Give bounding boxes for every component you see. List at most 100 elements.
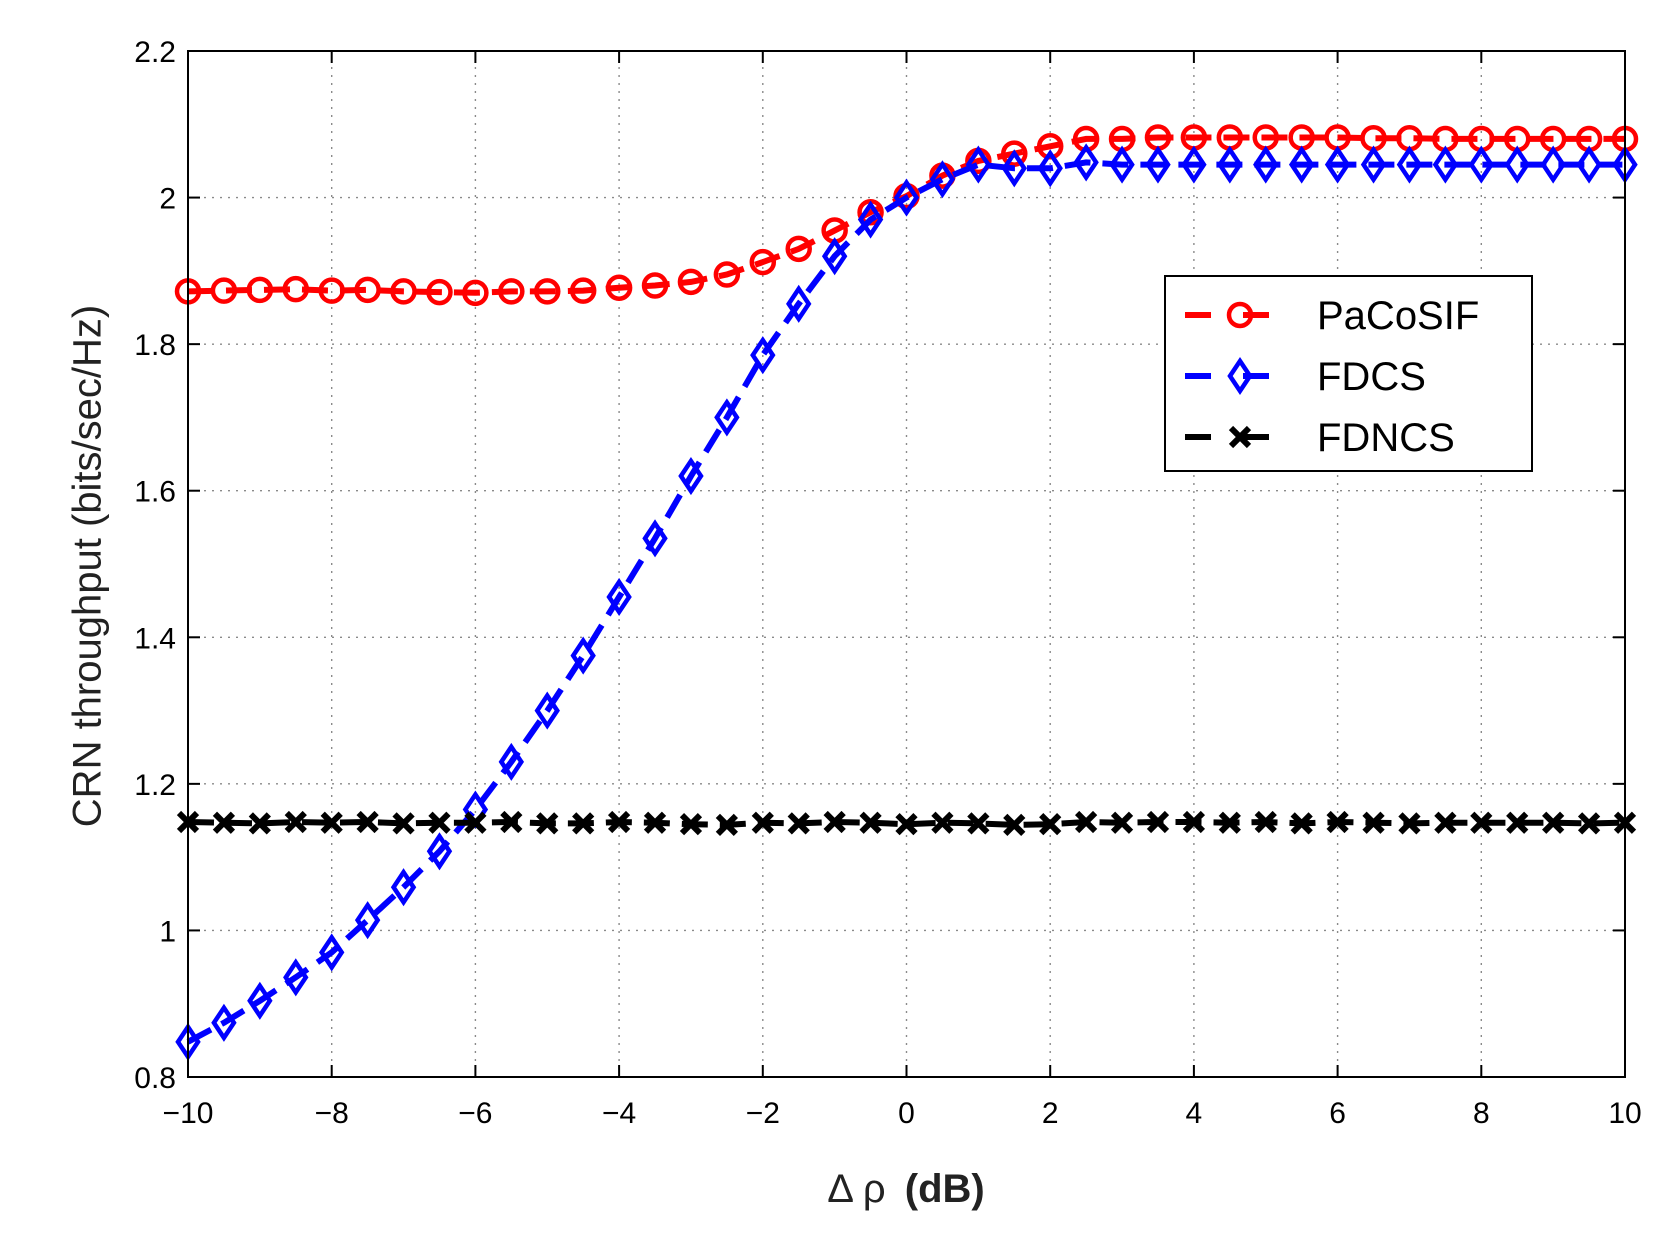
x-tick-label: 6 [1329,1097,1346,1130]
data-point-fdncs [536,812,559,835]
x-axis-symbol: Δ ρ [827,1167,885,1211]
data-point-fdncs [1110,811,1134,834]
data-point-fdcs [283,958,309,997]
data-point-fdcs [642,519,668,558]
legend-marker-fdncs [1228,425,1252,449]
legend-marker-pacosif [1226,301,1254,329]
data-point-fdncs [248,812,271,835]
data-point-pacosif [210,277,238,304]
data-point-fdcs [426,832,453,871]
data-point-fdcs [1324,145,1351,184]
data-point-fdcs [354,901,381,940]
data-point-pacosif [569,277,597,304]
legend-entry-pacosif: PaCoSIF [1185,294,1479,338]
series-fdncs [176,810,1637,837]
data-point-fdncs [931,811,954,834]
data-point-fdncs [572,812,595,835]
data-point-pacosif [318,277,345,304]
data-point-fdcs [1253,145,1279,184]
data-point-fdcs [534,691,560,730]
y-tick-label: 1.8 [134,329,176,362]
data-point-fdcs [318,933,345,972]
data-point-fdcs [1432,145,1459,184]
y-axis-label: CRN throughput (bits/sec/Hz) [66,305,110,827]
legend: PaCoSIF FDCS FDNCS [1164,275,1533,472]
data-point-fdncs [356,810,379,834]
data-point-fdncs [1434,811,1457,834]
data-point-pacosif [641,272,669,299]
legend-marker-fdcs [1227,356,1253,396]
data-point-fdcs [714,398,740,437]
data-point-fdcs [247,981,273,1020]
data-point-fdcs [1145,145,1171,184]
data-point-fdncs [823,810,846,834]
data-point-fdncs [967,812,990,835]
data-point-fdcs [211,1003,237,1042]
data-point-fdcs [606,577,632,617]
data-point-fdncs [464,811,487,834]
data-point-fdcs [570,636,596,675]
data-point-pacosif [282,275,310,303]
legend-label-fdncs: FDNCS [1317,416,1455,460]
y-tick-label: 1.4 [134,622,176,655]
data-point-fdncs [643,811,667,834]
legend-entry-fdncs: FDNCS [1185,416,1455,460]
y-tick-label: 1 [159,915,176,948]
data-point-pacosif [785,235,812,263]
data-point-fdncs [1506,811,1529,834]
data-point-fdncs [212,811,236,834]
data-point-fdncs [320,811,343,834]
data-point-fdncs [1182,810,1206,834]
data-point-fdncs [1146,810,1170,834]
data-point-fdncs [715,813,738,837]
data-point-fdncs [1218,811,1241,834]
data-point-pacosif [354,276,381,304]
data-point-fdncs [679,813,703,836]
x-tick-label: 2 [1042,1097,1059,1130]
data-point-fdncs [1398,812,1421,835]
data-point-fdcs [821,237,848,276]
data-point-pacosif [1001,140,1028,167]
data-point-fdncs [392,812,415,835]
x-tick-label: 10 [1608,1097,1641,1130]
data-point-fdcs [390,868,417,907]
x-tick-label: 0 [898,1097,915,1130]
x-tick-label: −6 [458,1097,492,1130]
data-point-pacosif [605,274,633,301]
data-point-pacosif [713,261,741,288]
data-point-fdncs [1362,811,1385,834]
y-tick-label: 2.2 [134,36,176,69]
data-point-fdncs [751,811,774,834]
legend-box [1164,275,1533,472]
data-point-fdcs [1001,149,1027,188]
x-tick-label: 4 [1186,1097,1203,1130]
data-point-fdncs [1254,810,1277,834]
data-point-pacosif [749,248,777,276]
data-point-pacosif [677,268,705,296]
data-point-fdcs [1037,149,1063,188]
data-point-fdcs [1540,145,1566,184]
data-point-fdncs [607,810,631,834]
y-tick-label: 2 [159,183,176,216]
data-point-fdcs [1109,145,1135,184]
data-point-fdncs [1542,811,1565,834]
x-axis-label: Δ ρ (dB) [827,1167,984,1211]
series-line-fdncs [187,818,1626,828]
data-point-fdcs [1073,143,1099,182]
data-point-fdcs [893,178,920,217]
y-tick-label: 0.8 [134,1062,176,1095]
y-tick-label: 1.2 [134,769,176,802]
grid-lines [188,51,1625,1077]
data-point-fdncs [284,810,307,834]
plot-area [174,124,1639,1061]
data-point-fdncs [500,810,523,834]
data-point-fdcs [1217,145,1243,184]
data-point-fdcs [1504,145,1530,184]
data-point-fdcs [1576,145,1602,184]
axis-ticks: −10 −8 −6 −4 −2 0 2 4 6 8 10 0.8 1 1.2 1.4 1.6 1.8 2 2.2 [134,36,1641,1130]
legend-entry-fdcs: FDCS [1185,355,1426,399]
x-tick-label: 8 [1473,1097,1490,1130]
data-point-fdcs [1288,145,1315,184]
data-point-pacosif [246,276,274,304]
data-point-fdncs [1470,811,1493,834]
